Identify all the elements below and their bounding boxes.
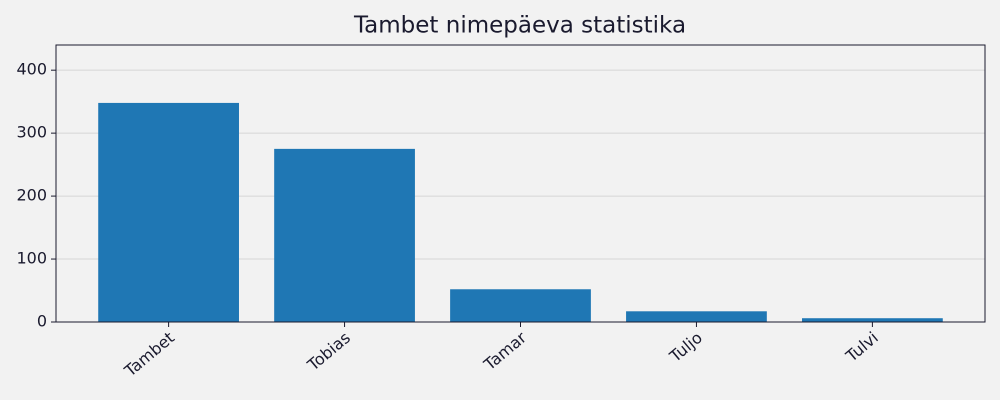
y-tick-label: 200 [16,186,47,205]
bar [450,289,591,322]
y-tick-label: 300 [16,123,47,142]
bar [626,311,767,322]
bar [274,148,415,322]
y-tick-label: 100 [16,249,47,268]
y-tick-label: 400 [16,60,47,79]
bar [802,318,943,322]
bar [98,102,239,322]
y-tick-label: 0 [37,312,47,331]
plot-frame [55,44,986,323]
chart-title: Tambet nimepäeva statistika [353,13,686,39]
